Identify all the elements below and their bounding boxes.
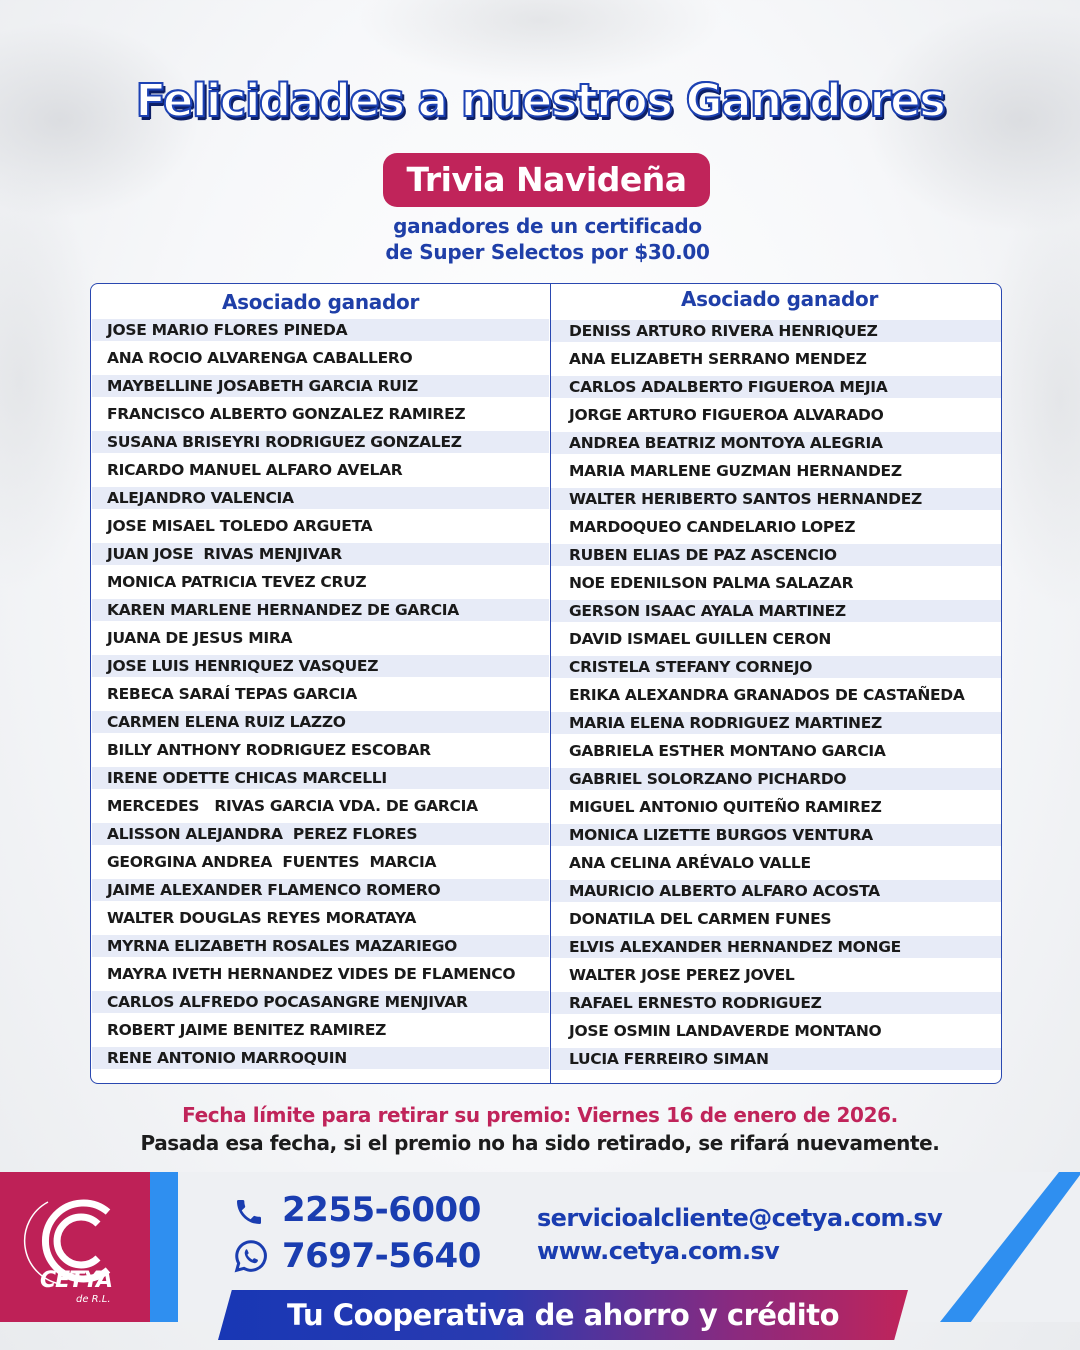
right-winner-row: DAVID ISMAEL GUILLEN CERON <box>569 630 832 648</box>
right-winner-row: MARDOQUEO CANDELARIO LOPEZ <box>569 518 856 536</box>
right-winner-row: NOE EDENILSON PALMA SALAZAR <box>569 574 854 592</box>
page-title: Felicidades a nuestros Ganadores <box>135 73 947 128</box>
prize-subtitle-line1: ganadores de un certificado <box>393 214 702 238</box>
left-winner-row: WALTER DOUGLAS REYES MORATAYA <box>107 909 417 927</box>
logo-subtext: de R.L. <box>76 1294 111 1305</box>
left-winner-row: CARMEN ELENA RUIZ LAZZO <box>92 711 549 733</box>
right-winner-row: RUBEN ELIAS DE PAZ ASCENCIO <box>551 544 1001 566</box>
deadline-note: Fecha límite para retirar su premio: Vie… <box>182 1103 898 1127</box>
right-winner-row: ELVIS ALEXANDER HERNANDEZ MONGE <box>551 936 1001 958</box>
left-winner-row: MAYRA IVETH HERNANDEZ VIDES DE FLAMENCO <box>107 965 516 983</box>
logo-text: CETYA <box>40 1268 113 1293</box>
right-winner-row: ANA CELINA ARÉVALO VALLE <box>569 854 811 872</box>
left-winner-row: GEORGINA ANDREA FUENTES MARCIA <box>107 853 437 871</box>
phone-icon <box>237 1200 261 1224</box>
left-winner-row: IRENE ODETTE CHICAS MARCELLI <box>92 767 549 789</box>
left-winner-row: JOSE MARIO FLORES PINEDA <box>92 319 549 341</box>
right-winner-row: LUCIA FERREIRO SIMAN <box>551 1048 1001 1070</box>
left-winner-row: MONICA PATRICIA TEVEZ CRUZ <box>107 573 367 591</box>
cetya-logo: CETYA de R.L. <box>0 1172 150 1322</box>
left-winner-row: MAYBELLINE JOSABETH GARCIA RUIZ <box>92 375 549 397</box>
left-winner-row: JUANA DE JESUS MIRA <box>107 629 293 647</box>
left-winner-row: ALISSON ALEJANDRA PEREZ FLORES <box>92 823 549 845</box>
left-winner-row: REBECA SARAÍ TEPAS GARCIA <box>107 685 357 703</box>
right-winner-row: GABRIEL SOLORZANO PICHARDO <box>551 768 1001 790</box>
left-winner-row: ALEJANDRO VALENCIA <box>92 487 549 509</box>
prize-subtitle-line2: de Super Selectos por $30.00 <box>385 240 710 264</box>
left-winner-row: JAIME ALEXANDER FLAMENCO ROMERO <box>92 879 549 901</box>
right-winner-row: GABRIELA ESTHER MONTANO GARCIA <box>569 742 886 760</box>
right-winner-row: MARIA MARLENE GUZMAN HERNANDEZ <box>569 462 902 480</box>
left-winner-row: ROBERT JAIME BENITEZ RAMIREZ <box>107 1021 387 1039</box>
right-winner-row: GERSON ISAAC AYALA MARTINEZ <box>551 600 1001 622</box>
right-winner-row: RAFAEL ERNESTO RODRIGUEZ <box>551 992 1001 1014</box>
phone-number[interactable]: 2255-6000 <box>282 1190 481 1230</box>
website-link[interactable]: www.cetya.com.sv <box>537 1237 780 1265</box>
right-winner-row: CARLOS ADALBERTO FIGUEROA MEJIA <box>551 376 1001 398</box>
redraw-note: Pasada esa fecha, si el premio no ha sid… <box>140 1131 940 1155</box>
left-winner-row: RENE ANTONIO MARROQUIN <box>92 1047 549 1069</box>
right-winner-row: WALTER HERIBERTO SANTOS HERNANDEZ <box>551 488 1001 510</box>
right-winner-row: ERIKA ALEXANDRA GRANADOS DE CASTAÑEDA <box>569 686 965 704</box>
right-winner-row: MARIA ELENA RODRIGUEZ MARTINEZ <box>551 712 1001 734</box>
left-winner-row: MYRNA ELIZABETH ROSALES MAZARIEGO <box>92 935 549 957</box>
winners-table: Asociado ganador Asociado ganador JOSE M… <box>90 283 1002 1084</box>
right-winner-row: JOSE OSMIN LANDAVERDE MONTANO <box>569 1022 882 1040</box>
right-winner-row: ANDREA BEATRIZ MONTOYA ALEGRIA <box>551 432 1001 454</box>
right-winner-row: MIGUEL ANTONIO QUITEÑO RAMIREZ <box>569 798 882 816</box>
right-winner-row: DENISS ARTURO RIVERA HENRIQUEZ <box>551 320 1001 342</box>
whatsapp-icon <box>234 1240 267 1273</box>
email-link[interactable]: servicioalcliente@cetya.com.sv <box>537 1204 943 1232</box>
left-winner-row: JOSE MISAEL TOLEDO ARGUETA <box>107 517 373 535</box>
left-winner-row: BILLY ANTHONY RODRIGUEZ ESCOBAR <box>107 741 431 759</box>
left-winner-row: KAREN MARLENE HERNANDEZ DE GARCIA <box>92 599 549 621</box>
left-winner-row: FRANCISCO ALBERTO GONZALEZ RAMIREZ <box>107 405 466 423</box>
left-winner-row: JUAN JOSE RIVAS MENJIVAR <box>92 543 549 565</box>
left-column-header: Asociado ganador <box>221 290 420 314</box>
right-winner-row: MONICA LIZETTE BURGOS VENTURA <box>551 824 1001 846</box>
left-winner-row: RICARDO MANUEL ALFARO AVELAR <box>107 461 403 479</box>
right-winner-row: CRISTELA STEFANY CORNEJO <box>551 656 1001 678</box>
right-winner-row: DONATILA DEL CARMEN FUNES <box>569 910 832 928</box>
cetya-logo-mark <box>23 1199 111 1285</box>
right-winner-row: MAURICIO ALBERTO ALFARO ACOSTA <box>551 880 1001 902</box>
whatsapp-number[interactable]: 7697-5640 <box>282 1236 481 1276</box>
right-winner-row: JORGE ARTURO FIGUEROA ALVARADO <box>569 406 884 424</box>
tagline-banner: Tu Cooperativa de ahorro y crédito <box>218 1290 908 1340</box>
right-column-header: Asociado ganador <box>680 287 879 311</box>
right-winner-row: WALTER JOSE PEREZ JOVEL <box>569 966 795 984</box>
left-winner-row: ANA ROCIO ALVARENGA CABALLERO <box>107 349 413 367</box>
accent-stripe <box>150 1172 178 1322</box>
left-winner-row: CARLOS ALFREDO POCASANGRE MENJIVAR <box>92 991 549 1013</box>
left-winner-row: MERCEDES RIVAS GARCIA VDA. DE GARCIA <box>107 797 478 815</box>
column-divider <box>550 284 551 1083</box>
left-winner-row: SUSANA BRISEYRI RODRIGUEZ GONZALEZ <box>92 431 549 453</box>
right-winner-row: ANA ELIZABETH SERRANO MENDEZ <box>569 350 867 368</box>
left-winner-row: JOSE LUIS HENRIQUEZ VASQUEZ <box>92 655 549 677</box>
trivia-badge: Trivia Navideña <box>383 153 710 207</box>
